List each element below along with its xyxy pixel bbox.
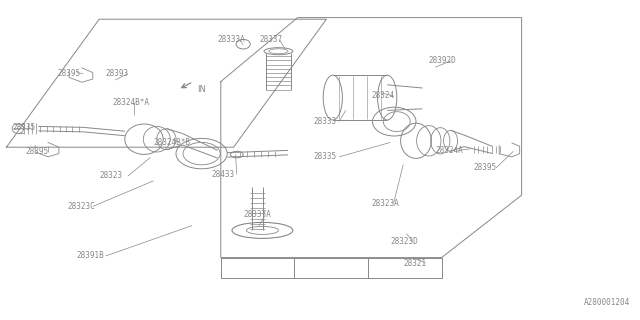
Text: 28433: 28433 [211,170,234,179]
Text: 28323A: 28323A [371,199,399,208]
Text: 28395: 28395 [26,148,49,156]
Text: 28337A: 28337A [243,210,271,219]
Text: 28335: 28335 [314,152,337,161]
Text: 28323: 28323 [99,172,122,180]
Text: 28324B*A: 28324B*A [112,98,149,107]
Text: 28323D: 28323D [390,237,418,246]
Text: A280001204: A280001204 [584,298,630,307]
Text: IN: IN [197,85,206,94]
Text: 28321: 28321 [403,259,426,268]
Text: 28324: 28324 [371,92,394,100]
Text: 28337: 28337 [259,36,282,44]
Text: 28335: 28335 [13,124,36,132]
Text: 28393: 28393 [106,69,129,78]
Text: 28323C: 28323C [67,202,95,211]
Text: 28333: 28333 [314,117,337,126]
Text: 28324B*B: 28324B*B [154,138,191,147]
Text: 28391B: 28391B [77,252,104,260]
Text: 28395: 28395 [58,69,81,78]
Text: 28395: 28395 [474,164,497,172]
Text: 28324A: 28324A [435,146,463,155]
Text: 28392D: 28392D [429,56,456,65]
Text: 28333A: 28333A [218,36,245,44]
